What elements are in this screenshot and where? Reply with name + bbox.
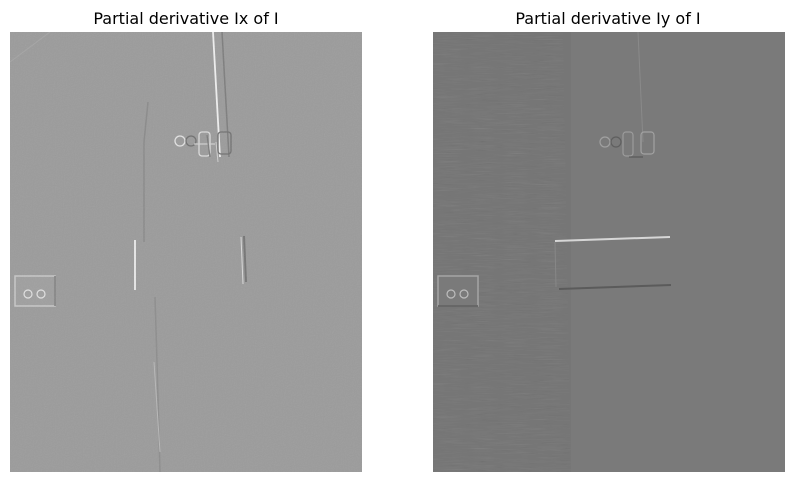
panel-title: Partial derivative Ix of I <box>93 9 279 28</box>
ix-image <box>10 32 362 472</box>
panel-title: Partial derivative Iy of I <box>515 9 701 28</box>
panel-iy: Partial derivative Iy of I <box>422 0 794 482</box>
panel-ix: Partial derivative Ix of I <box>0 0 372 482</box>
iy-image <box>433 32 785 472</box>
